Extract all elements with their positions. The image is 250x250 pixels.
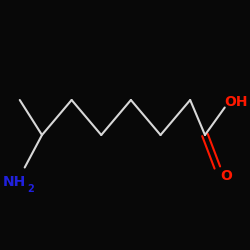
Text: 2: 2 <box>27 184 34 194</box>
Text: OH: OH <box>224 96 248 110</box>
Text: NH: NH <box>3 176 26 190</box>
Text: O: O <box>220 169 232 183</box>
